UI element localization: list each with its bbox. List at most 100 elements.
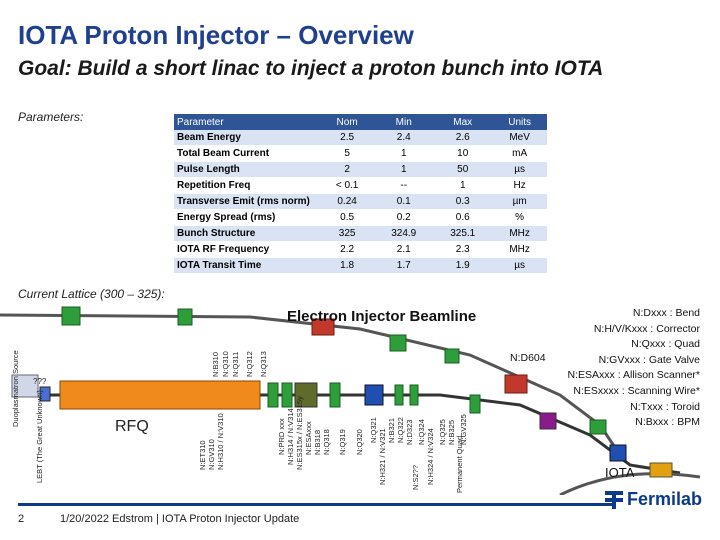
table-cell: < 0.1 bbox=[320, 177, 375, 194]
page-subtitle: Goal: Build a short linac to inject a pr… bbox=[18, 57, 604, 80]
fermilab-logo: Fermilab bbox=[604, 489, 702, 510]
proton-bend-magnet bbox=[539, 412, 557, 430]
table-cell: Transverse Emit (rms norm) bbox=[174, 193, 320, 210]
table-cell: µs bbox=[492, 257, 547, 274]
table-cell: 1 bbox=[374, 161, 434, 178]
device-label: N:D323 bbox=[405, 420, 414, 445]
device-label: N:H314 / N:V314 bbox=[286, 408, 295, 465]
footer-text: 1/20/2022 Edstrom | IOTA Proton Injector… bbox=[60, 513, 300, 525]
legend-item: N:H/V/Kxxx : Corrector bbox=[593, 322, 700, 335]
device-label: N:Q320 bbox=[355, 429, 364, 455]
legend-item: N:ESAxxx : Allison Scanner* bbox=[567, 369, 700, 382]
iota-label: IOTA bbox=[605, 465, 635, 480]
source-label: Duoplasmatron Source bbox=[11, 350, 20, 427]
device-label: N:H321 / N:V321 bbox=[378, 428, 387, 485]
device-label: N:B321 bbox=[387, 418, 396, 443]
table-header-row: Parameter Nom Min Max Units bbox=[174, 114, 547, 130]
electron-quad-magnet bbox=[444, 348, 460, 364]
device-label: N:B318 bbox=[313, 430, 322, 455]
device-label: N:Q319 bbox=[338, 429, 347, 455]
lattice-label: Current Lattice (300 – 325): bbox=[18, 287, 165, 301]
lebt-label: LEBT (The Great Unknown) bbox=[35, 390, 44, 483]
table-row: Energy Spread (rms) 0.5 0.2 0.6 % bbox=[174, 209, 547, 226]
device-label: N:Q311 bbox=[231, 352, 240, 377]
table-header: Units bbox=[492, 114, 547, 130]
device-label: N:Q324 bbox=[417, 419, 426, 445]
table-cell: 0.1 bbox=[374, 193, 434, 210]
device-label: Permanent Quad bbox=[455, 436, 464, 493]
device-label: N:Q313 bbox=[259, 351, 268, 377]
electron-quad-magnet bbox=[389, 334, 407, 352]
table-cell: Total Beam Current bbox=[174, 145, 320, 162]
duoplasmatron-source bbox=[11, 374, 39, 398]
legend-item: N:Qxxx : Quad bbox=[631, 338, 700, 351]
device-label: N:ES315x / N:ES315y bbox=[295, 396, 304, 470]
table-cell: 0.5 bbox=[320, 209, 375, 226]
electron-quad-magnet bbox=[61, 306, 81, 326]
device-label: N:B310 bbox=[211, 352, 220, 377]
page-title: IOTA Proton Injector – Overview bbox=[18, 20, 414, 50]
table-cell: 324.9 bbox=[374, 225, 434, 242]
table-row: IOTA RF Frequency 2.2 2.1 2.3 MHz bbox=[174, 241, 547, 258]
device-label: N:Q321 bbox=[369, 417, 378, 443]
iota-ring bbox=[559, 472, 701, 495]
fermilab-logo-icon bbox=[604, 490, 623, 509]
table-header: Parameter bbox=[174, 114, 320, 130]
table-cell: Beam Energy bbox=[174, 130, 320, 146]
table-cell: Repetition Freq bbox=[174, 177, 320, 194]
electron-bend-magnet bbox=[311, 318, 335, 336]
device-label: N:Q312 bbox=[245, 351, 254, 377]
proton-quad-magnet bbox=[409, 384, 419, 406]
device-label: N:H310 / N:V310 bbox=[216, 413, 225, 470]
footer-divider bbox=[18, 503, 615, 506]
electron-bend-magnet bbox=[504, 374, 528, 394]
diagnostic-box bbox=[294, 382, 318, 408]
lebt-block bbox=[39, 386, 51, 402]
device-label: N:ET310 bbox=[198, 440, 207, 470]
table-cell: 2.4 bbox=[374, 130, 434, 146]
device-label: N:Q322 bbox=[396, 417, 405, 443]
table-row: Repetition Freq < 0.1 -- 1 Hz bbox=[174, 177, 547, 194]
table-cell: 0.24 bbox=[320, 193, 375, 210]
table-cell: 2.1 bbox=[374, 241, 434, 258]
electron-quad-magnet bbox=[589, 419, 607, 435]
device-label: N:GV325 bbox=[459, 414, 468, 445]
table-cell: 10 bbox=[433, 145, 493, 162]
table-cell: 2.2 bbox=[320, 241, 375, 258]
beamline-title: Electron Injector Beamline bbox=[287, 308, 476, 325]
proton-quad-magnet bbox=[394, 384, 404, 406]
question-marks: ??? bbox=[33, 377, 47, 386]
table-cell: IOTA Transit Time bbox=[174, 257, 320, 274]
table-header: Min bbox=[374, 114, 434, 130]
legend-item: N:GVxxx : Gate Valve bbox=[598, 353, 700, 366]
table-cell: 325 bbox=[320, 225, 375, 242]
proton-bend-magnet bbox=[609, 444, 627, 462]
legend-item: N:Bxxx : BPM bbox=[635, 416, 700, 429]
rfq-label: RFQ bbox=[115, 418, 149, 435]
fermilab-logo-text: Fermilab bbox=[626, 489, 702, 509]
device-label: N:Q325 bbox=[438, 419, 447, 445]
table-row: IOTA Transit Time 1.8 1.7 1.9 µs bbox=[174, 257, 547, 274]
device-label: N:PRD xxx bbox=[277, 418, 286, 455]
device-label: N:B325 bbox=[447, 420, 456, 445]
table-header: Nom bbox=[320, 114, 375, 130]
table-row: Pulse Length 2 1 50 µs bbox=[174, 161, 547, 178]
table-cell: % bbox=[492, 209, 547, 226]
parameters-table: Parameter Nom Min Max Units Beam Energy … bbox=[174, 114, 547, 274]
legend-item: N:Txxx : Toroid bbox=[630, 400, 700, 413]
proton-quad-magnet bbox=[469, 394, 481, 414]
nd604-label: N:D604 bbox=[510, 352, 546, 364]
table-cell: 1.7 bbox=[374, 257, 434, 274]
table-cell: 2 bbox=[320, 161, 375, 178]
table-cell: Hz bbox=[492, 177, 547, 194]
table-row: Total Beam Current 5 1 10 mA bbox=[174, 145, 547, 162]
device-label: N:ESAxxx bbox=[304, 421, 313, 455]
table-cell: 0.2 bbox=[374, 209, 434, 226]
legend-item: N:ESxxxx : Scanning Wire* bbox=[573, 384, 700, 397]
legend-item: N:Dxxx : Bend bbox=[632, 307, 700, 319]
table-cell: 325.1 bbox=[433, 225, 493, 242]
table-cell: Bunch Structure bbox=[174, 225, 320, 242]
table-cell: -- bbox=[374, 177, 434, 194]
table-row: Transverse Emit (rms norm) 0.24 0.1 0.3 … bbox=[174, 193, 547, 210]
device-label: N:H324 / N:V324 bbox=[426, 428, 435, 485]
